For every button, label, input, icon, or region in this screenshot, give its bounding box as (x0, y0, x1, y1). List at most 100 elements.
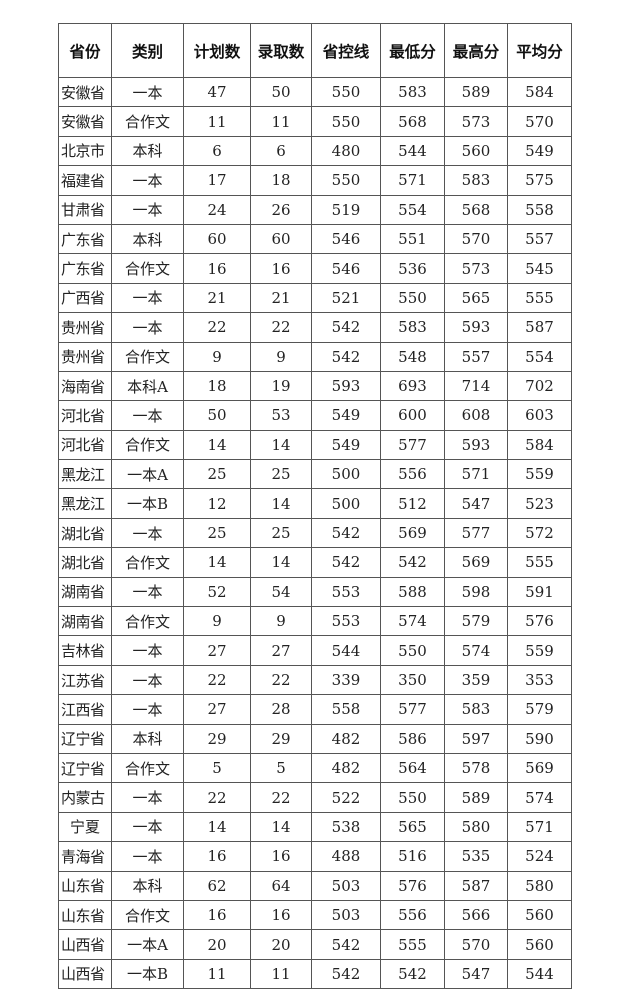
cell-admitted: 60 (250, 223, 312, 255)
cell-min-score: 350 (380, 664, 445, 696)
cell-avg-score: 559 (507, 635, 572, 666)
cell-avg-score: 584 (507, 429, 572, 461)
cell-admitted: 28 (250, 694, 312, 725)
cell-province: 辽宁省 (58, 752, 112, 784)
cell-province: 福建省 (58, 165, 112, 196)
cell-admitted: 5 (250, 752, 312, 784)
cell-category: 一本A (111, 929, 184, 960)
header-row: 省份 类别 计划数 录取数 省控线 最低分 最高分 平均分 (58, 23, 572, 78)
cell-province: 湖南省 (58, 606, 112, 637)
cell-admitted: 16 (250, 841, 312, 872)
header-max-score: 最高分 (444, 23, 508, 78)
cell-avg-score: 524 (507, 841, 572, 872)
cell-admitted: 14 (250, 811, 312, 843)
cell-control-line: 500 (311, 488, 381, 519)
cell-avg-score: 555 (507, 547, 572, 578)
cell-planned: 12 (183, 488, 251, 519)
cell-min-score: 516 (380, 841, 445, 872)
cell-control-line: 546 (311, 223, 381, 255)
cell-admitted: 27 (250, 635, 312, 666)
cell-planned: 24 (183, 194, 251, 225)
cell-max-score: 589 (444, 782, 508, 813)
cell-control-line: 558 (311, 694, 381, 725)
cell-max-score: 547 (444, 958, 508, 990)
cell-planned: 27 (183, 635, 251, 666)
cell-admitted: 53 (250, 400, 312, 431)
table-row: 黑龙江 一本B 12 14 500 512 547 523 (58, 488, 572, 519)
cell-province: 湖北省 (58, 517, 112, 549)
cell-max-score: 570 (444, 223, 508, 255)
cell-category: 一本 (111, 517, 184, 549)
cell-max-score: 589 (444, 76, 508, 108)
cell-control-line: 542 (311, 958, 381, 990)
cell-admitted: 16 (250, 899, 312, 931)
cell-admitted: 14 (250, 429, 312, 461)
cell-min-score: 536 (380, 253, 445, 284)
cell-avg-score: 560 (507, 929, 572, 960)
cell-min-score: 550 (380, 282, 445, 314)
cell-min-score: 550 (380, 782, 445, 813)
table-row: 山东省 合作文 16 16 503 556 566 560 (58, 899, 572, 931)
cell-min-score: 586 (380, 723, 445, 754)
cell-avg-score: 590 (507, 723, 572, 754)
header-planned: 计划数 (183, 23, 251, 78)
cell-avg-score: 574 (507, 782, 572, 813)
cell-max-score: 535 (444, 841, 508, 872)
cell-avg-score: 559 (507, 459, 572, 490)
cell-control-line: 339 (311, 664, 381, 696)
cell-planned: 14 (183, 811, 251, 843)
table-row: 湖北省 合作文 14 14 542 542 569 555 (58, 547, 572, 578)
table-row: 北京市 本科 6 6 480 544 560 549 (58, 135, 572, 167)
cell-admitted: 9 (250, 606, 312, 637)
table-row: 福建省 一本 17 18 550 571 583 575 (58, 165, 572, 196)
cell-category: 合作文 (111, 106, 184, 137)
cell-avg-score: 558 (507, 194, 572, 225)
table-row: 广东省 本科 60 60 546 551 570 557 (58, 223, 572, 255)
cell-control-line: 550 (311, 106, 381, 137)
cell-min-score: 576 (380, 870, 445, 901)
cell-admitted: 21 (250, 282, 312, 314)
cell-avg-score: 549 (507, 135, 572, 167)
admission-scores-table: 省份 类别 计划数 录取数 省控线 最低分 最高分 平均分 安徽省 一本 47 50 5… (58, 23, 572, 990)
cell-admitted: 25 (250, 517, 312, 549)
cell-province: 河北省 (58, 400, 112, 431)
cell-control-line: 544 (311, 635, 381, 666)
cell-control-line: 542 (311, 312, 381, 343)
cell-province: 宁夏 (58, 811, 112, 843)
cell-planned: 18 (183, 370, 251, 402)
cell-avg-score: 569 (507, 752, 572, 784)
cell-min-score: 583 (380, 76, 445, 108)
table-row: 宁夏 一本 14 14 538 565 580 571 (58, 811, 572, 843)
cell-admitted: 9 (250, 341, 312, 372)
cell-max-score: 714 (444, 370, 508, 402)
table-row: 山东省 本科 62 64 503 576 587 580 (58, 870, 572, 901)
cell-max-score: 608 (444, 400, 508, 431)
cell-planned: 47 (183, 76, 251, 108)
cell-min-score: 512 (380, 488, 445, 519)
cell-admitted: 22 (250, 664, 312, 696)
cell-avg-score: 555 (507, 282, 572, 314)
cell-control-line: 503 (311, 870, 381, 901)
cell-admitted: 14 (250, 547, 312, 578)
cell-category: 本科 (111, 223, 184, 255)
cell-category: 一本 (111, 811, 184, 843)
cell-planned: 21 (183, 282, 251, 314)
cell-planned: 9 (183, 606, 251, 637)
table-row: 广东省 合作文 16 16 546 536 573 545 (58, 253, 572, 284)
cell-max-score: 560 (444, 135, 508, 167)
cell-min-score: 564 (380, 752, 445, 784)
cell-category: 合作文 (111, 752, 184, 784)
table-row: 江西省 一本 27 28 558 577 583 579 (58, 694, 572, 725)
cell-control-line: 553 (311, 576, 381, 608)
cell-control-line: 550 (311, 165, 381, 196)
cell-avg-score: 575 (507, 165, 572, 196)
cell-province: 广东省 (58, 223, 112, 255)
cell-min-score: 577 (380, 429, 445, 461)
cell-province: 海南省 (58, 370, 112, 402)
table-row: 广西省 一本 21 21 521 550 565 555 (58, 282, 572, 314)
cell-category: 合作文 (111, 429, 184, 461)
cell-avg-score: 560 (507, 899, 572, 931)
cell-avg-score: 579 (507, 694, 572, 725)
cell-control-line: 522 (311, 782, 381, 813)
cell-category: 一本 (111, 76, 184, 108)
